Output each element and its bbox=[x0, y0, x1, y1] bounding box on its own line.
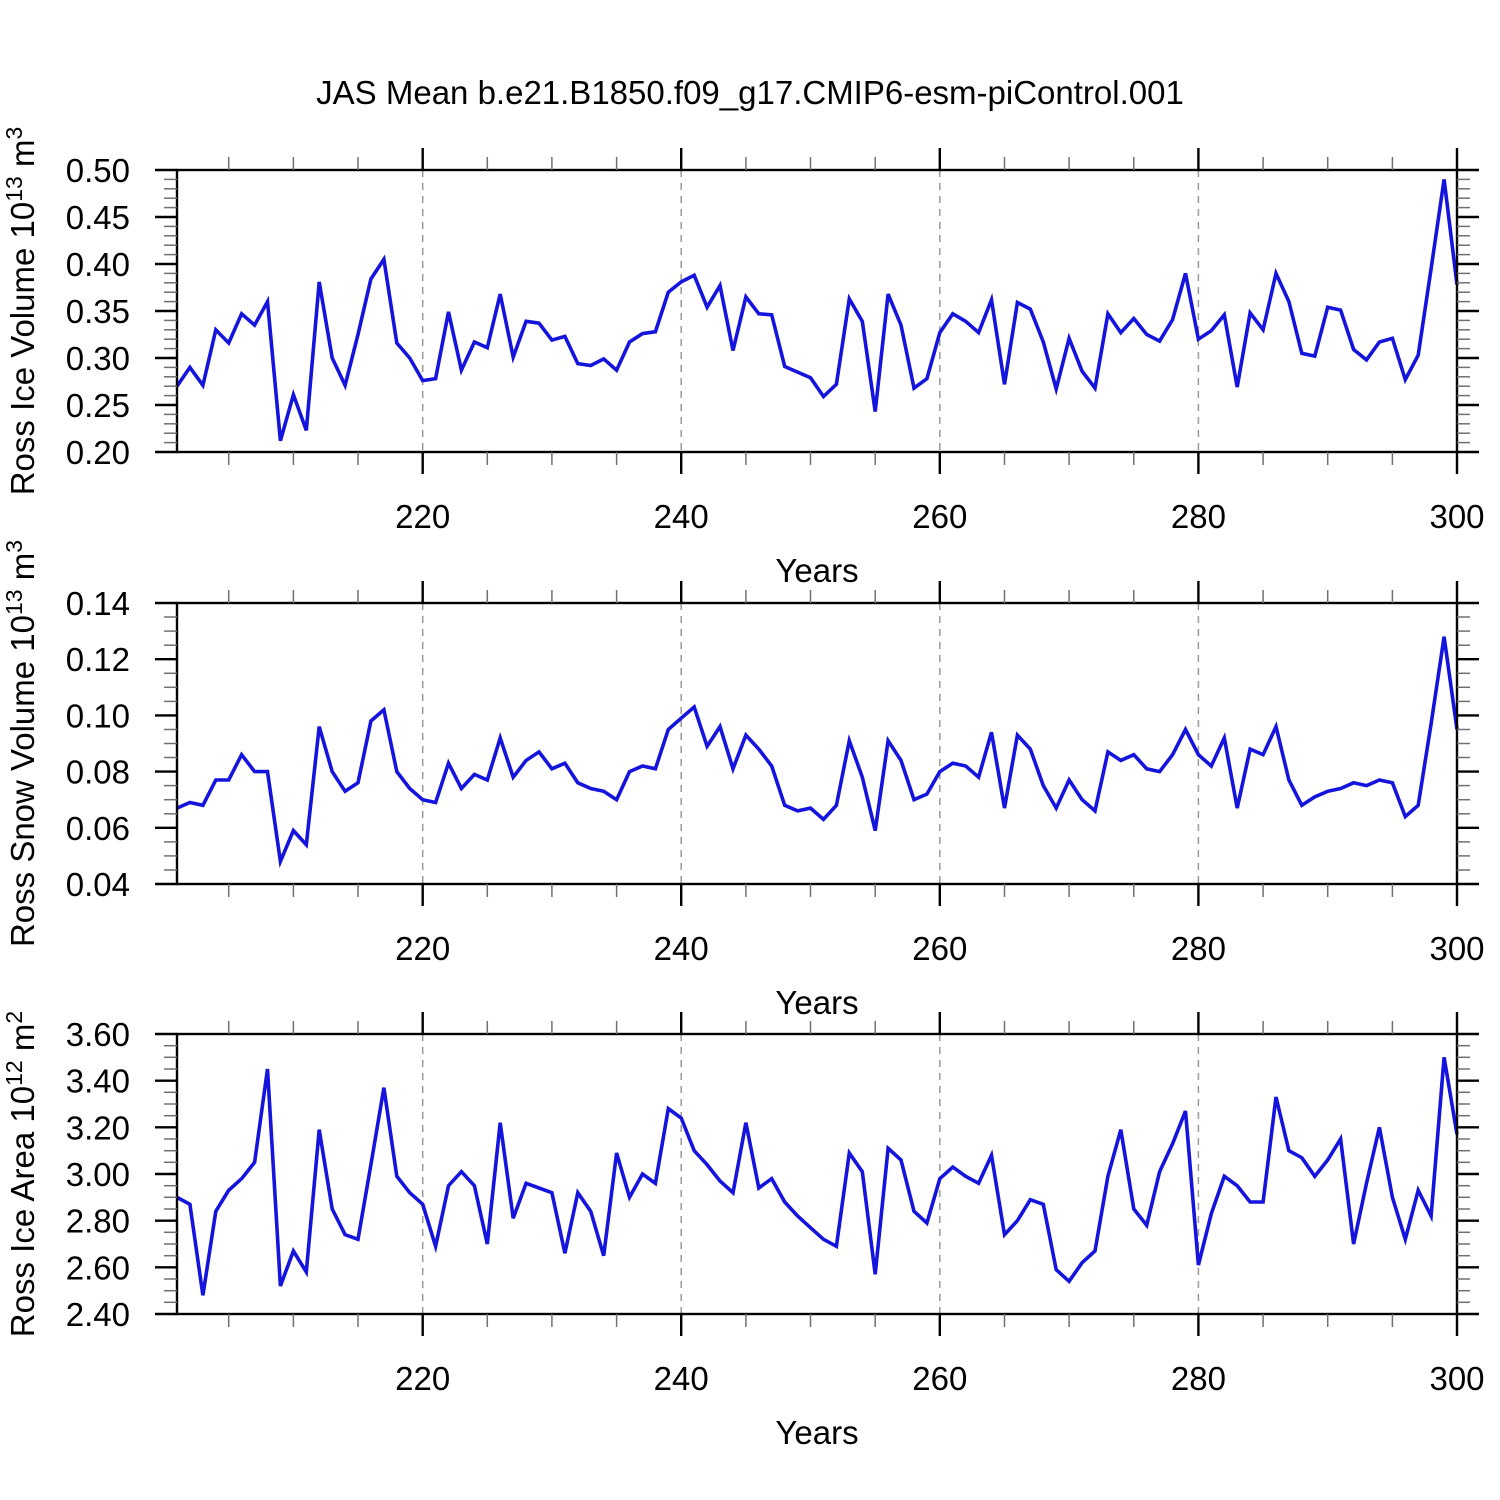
ross-ice-volume-line bbox=[175, 179, 1459, 442]
y-tick-label: 0.50 bbox=[66, 152, 130, 189]
x-tick-label: 280 bbox=[1171, 930, 1226, 967]
x-tick-label: 220 bbox=[395, 930, 450, 967]
y-tick-label: 0.40 bbox=[66, 246, 130, 283]
x-tick-label: 300 bbox=[1429, 498, 1484, 535]
y-tick-label: 0.35 bbox=[66, 293, 130, 330]
ross-snow-volume-line bbox=[176, 636, 1459, 869]
x-tick-label: 280 bbox=[1171, 1360, 1226, 1397]
x-tick-label: 260 bbox=[912, 930, 967, 967]
y-tick-label: 2.40 bbox=[66, 1296, 130, 1333]
x-tick-label: 240 bbox=[654, 930, 709, 967]
y-tick-label: 0.12 bbox=[66, 641, 130, 678]
x-tick-label: 220 bbox=[395, 1360, 450, 1397]
y-tick-label: 2.60 bbox=[66, 1249, 130, 1286]
x-tick-label: 300 bbox=[1429, 930, 1484, 967]
page-title: JAS Mean b.e21.B1850.f09_g17.CMIP6-esm-p… bbox=[316, 74, 1184, 111]
x-tick-label: 260 bbox=[912, 1360, 967, 1397]
y-tick-label: 0.10 bbox=[66, 697, 130, 734]
y-tick-label: 0.20 bbox=[66, 434, 130, 471]
y-tick-label: 0.30 bbox=[66, 340, 130, 377]
y-tick-label: 0.45 bbox=[66, 199, 130, 236]
x-tick-label: 260 bbox=[912, 498, 967, 535]
x-tick-label: 240 bbox=[654, 1360, 709, 1397]
panel-ross-ice-volume: 0.20 0.25 0.30 0.35 0.40 0.45 0.50 220 240 260 280… bbox=[1, 127, 1485, 589]
ross-ice-area-line bbox=[176, 1057, 1459, 1296]
y-tick-label: 0.25 bbox=[66, 387, 130, 424]
y-tick-label: 0.08 bbox=[66, 754, 130, 791]
y-tick-label: 0.14 bbox=[66, 585, 130, 622]
x-axis-label: Years bbox=[775, 984, 858, 1021]
y-axis-label: Ross Ice Area 1012 m2 bbox=[1, 1011, 41, 1337]
y-axis-label: Ross Ice Volume 1013 m3 bbox=[1, 127, 41, 496]
y-tick-label: 0.04 bbox=[66, 866, 130, 903]
y-tick-label: 0.06 bbox=[66, 810, 130, 847]
panel-ross-ice-area: 2.40 2.60 2.80 3.00 3.20 3.40 3.60 220 240 260 280… bbox=[1, 1011, 1485, 1451]
y-tick-label: 2.80 bbox=[66, 1203, 130, 1240]
y-tick-label: 3.40 bbox=[66, 1063, 130, 1100]
x-tick-label: 300 bbox=[1429, 1360, 1484, 1397]
plot-frame bbox=[175, 601, 1459, 886]
y-tick-label: 3.20 bbox=[66, 1109, 130, 1146]
x-tick-label: 240 bbox=[654, 498, 709, 535]
y-axis-label: Ross Snow Volume 1013 m3 bbox=[1, 540, 41, 947]
y-tick-label: 3.00 bbox=[66, 1156, 130, 1193]
y-tick-label: 3.60 bbox=[66, 1016, 130, 1053]
x-axis-label: Years bbox=[775, 552, 858, 589]
x-tick-label: 280 bbox=[1171, 498, 1226, 535]
panel-ross-snow-volume: 0.04 0.06 0.08 0.10 0.12 0.14 220 240 260 280 300 Y… bbox=[1, 540, 1485, 1021]
x-axis-label: Years bbox=[775, 1414, 858, 1451]
x-tick-label: 220 bbox=[395, 498, 450, 535]
plot-frame bbox=[175, 168, 1459, 454]
